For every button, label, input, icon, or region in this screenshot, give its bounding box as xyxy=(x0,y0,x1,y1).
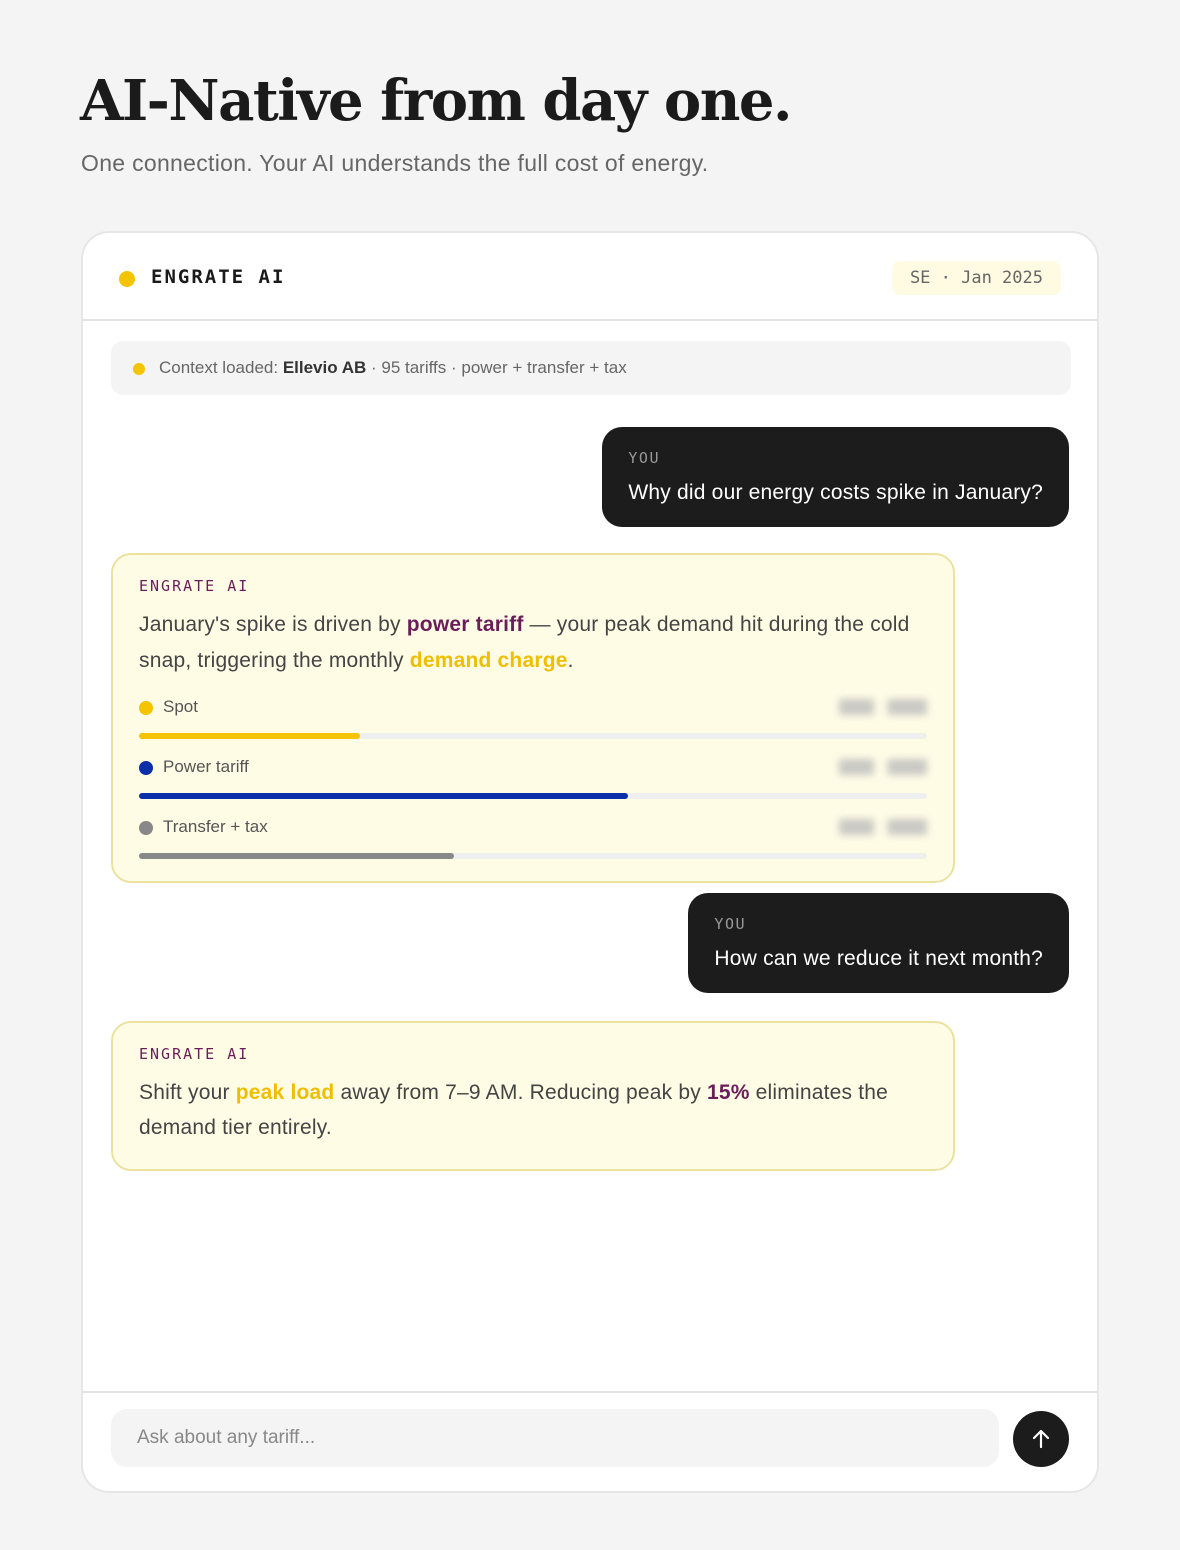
breakdown-row: Spot xyxy=(139,697,927,739)
cost-breakdown: Spot Power tariff Transfer + tax xyxy=(139,697,927,859)
breakdown-bar-fill xyxy=(139,733,360,739)
context-details: · 95 tariffs · power + transfer + tax xyxy=(366,358,627,377)
user-message: YOU Why did our energy costs spike in Ja… xyxy=(602,427,1069,527)
page-title: AI-Native from day one. xyxy=(80,68,793,134)
breakdown-bar-fill xyxy=(139,793,628,799)
breakdown-label: Spot xyxy=(139,697,927,719)
breakdown-row: Power tariff xyxy=(139,757,927,799)
send-button[interactable] xyxy=(1013,1411,1069,1467)
breakdown-bar-track xyxy=(139,733,927,739)
breakdown-label: Power tariff xyxy=(139,757,927,779)
region-date-badge: SE · Jan 2025 xyxy=(891,261,1061,295)
status-dot-icon xyxy=(119,271,135,287)
blurred-value xyxy=(839,819,927,835)
breakdown-bar-fill xyxy=(139,853,455,859)
breakdown-bar-track xyxy=(139,793,927,799)
chat-window: ENGRATE AI SE · Jan 2025 Context loaded:… xyxy=(81,231,1099,1493)
ai-message: ENGRATE AI Shift your peak load away fro… xyxy=(111,1021,955,1171)
breakdown-label: Transfer + tax xyxy=(139,817,927,839)
legend-dot-icon xyxy=(139,701,153,715)
message-sender: ENGRATE AI xyxy=(139,577,250,595)
breakdown-bar-track xyxy=(139,853,927,859)
context-prefix: Context loaded: xyxy=(159,358,283,377)
legend-dot-icon xyxy=(139,761,153,775)
message-text: January's spike is driven by power tarif… xyxy=(139,613,910,672)
page-subtitle: One connection. Your AI understands the … xyxy=(81,150,709,176)
message-sender: YOU xyxy=(628,449,660,467)
arrow-up-icon xyxy=(1032,1429,1050,1449)
highlight-percent: 15% xyxy=(706,1081,750,1104)
message-sender: ENGRATE AI xyxy=(139,1045,250,1063)
composer xyxy=(83,1391,1097,1491)
context-company: Ellevio AB xyxy=(282,358,367,377)
ai-message: ENGRATE AI January's spike is driven by … xyxy=(111,553,955,883)
legend-dot-icon xyxy=(139,821,153,835)
blurred-value xyxy=(839,699,927,715)
highlight-demand-charge: demand charge xyxy=(409,649,568,672)
message-text: How can we reduce it next month? xyxy=(714,947,1043,970)
breakdown-row: Transfer + tax xyxy=(139,817,927,859)
chat-header: ENGRATE AI SE · Jan 2025 xyxy=(83,233,1097,321)
message-text: Why did our energy costs spike in Januar… xyxy=(628,481,1043,504)
highlight-peak-load: peak load xyxy=(235,1081,335,1104)
blurred-value xyxy=(839,759,927,775)
message-sender: YOU xyxy=(714,915,747,933)
context-banner: Context loaded: Ellevio AB · 95 tariffs … xyxy=(111,341,1071,395)
context-dot-icon xyxy=(133,363,145,375)
user-message: YOU How can we reduce it next month? xyxy=(688,893,1069,993)
chat-input[interactable] xyxy=(111,1409,999,1467)
chat-brand: ENGRATE AI xyxy=(151,266,286,288)
highlight-power-tariff: power tariff xyxy=(406,613,524,636)
message-text: Shift your peak load away from 7–9 AM. R… xyxy=(139,1081,889,1139)
